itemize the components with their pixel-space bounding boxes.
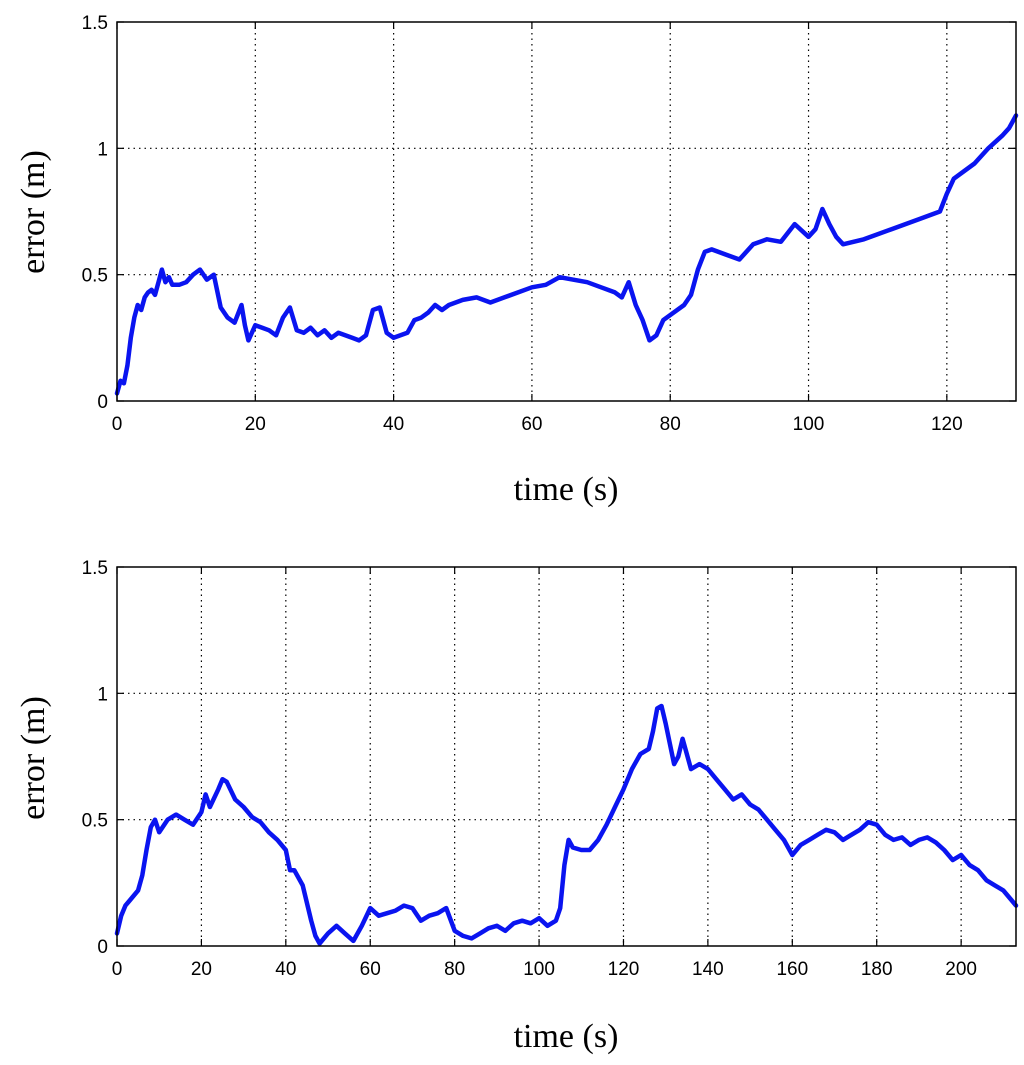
y-ticks-bottom: 0 0.5 1 1.5 <box>82 558 1016 958</box>
x-tick-label-bottom-6: 120 <box>608 959 640 980</box>
x-tick-label-bottom-10: 200 <box>945 959 977 980</box>
x-axis-label-top: time (s) <box>514 471 619 508</box>
x-tick-label-top-0: 0 <box>112 414 123 435</box>
y-tick-label-bottom-1: 0.5 <box>82 811 108 832</box>
x-tick-label-top-4: 80 <box>660 414 681 435</box>
x-tick-label-top-2: 40 <box>383 414 404 435</box>
x-tick-label-bottom-2: 40 <box>275 959 296 980</box>
plot-frame-bottom <box>116 566 1017 947</box>
plot-frame-top <box>116 21 1017 402</box>
x-tick-label-bottom-8: 160 <box>776 959 808 980</box>
x-tick-label-bottom-1: 20 <box>191 959 212 980</box>
x-tick-label-top-5: 100 <box>793 414 825 435</box>
series-line-top <box>114 113 1019 396</box>
x-tick-label-bottom-3: 60 <box>360 959 381 980</box>
x-ticks-top: 0 20 40 60 80 100 120 <box>112 22 963 435</box>
grid-lines-top <box>117 22 1016 401</box>
x-tick-label-bottom-5: 100 <box>523 959 555 980</box>
chart-top: 0 20 40 60 80 100 120 0 0.5 1 1.5 time (s) error … <box>15 13 1019 508</box>
grid-lines-bottom <box>117 567 1016 946</box>
y-tick-label-top-1: 0.5 <box>82 266 108 287</box>
error-line-bottom-0 <box>114 703 1019 946</box>
x-tick-label-top-3: 60 <box>521 414 542 435</box>
y-axis-label-top: error (m) <box>15 150 52 274</box>
y-axis-label-bottom: error (m) <box>15 696 52 820</box>
error-line-top-0 <box>114 113 1019 396</box>
y-tick-label-bottom-0: 0 <box>97 937 108 958</box>
x-tick-label-bottom-0: 0 <box>112 959 123 980</box>
y-tick-label-top-2: 1 <box>97 139 108 160</box>
y-tick-label-top-0: 0 <box>97 392 108 413</box>
x-tick-label-bottom-4: 80 <box>444 959 465 980</box>
y-ticks-top: 0 0.5 1 1.5 <box>82 13 1016 413</box>
x-tick-label-bottom-7: 140 <box>692 959 724 980</box>
x-tick-label-bottom-9: 180 <box>861 959 893 980</box>
x-axis-label-bottom: time (s) <box>514 1018 619 1055</box>
y-tick-label-top-3: 1.5 <box>82 13 108 34</box>
x-ticks-bottom: 0 20 40 60 80 100 120 140 160 180 200 <box>112 567 977 980</box>
chart-bottom: 0 20 40 60 80 100 120 140 160 180 200 0 0.5 1 1.5 tim… <box>15 558 1019 1055</box>
series-line-bottom <box>114 703 1019 946</box>
y-tick-label-bottom-3: 1.5 <box>82 558 108 579</box>
x-tick-label-top-1: 20 <box>245 414 266 435</box>
y-tick-label-bottom-2: 1 <box>97 684 108 705</box>
x-tick-label-top-6: 120 <box>931 414 963 435</box>
